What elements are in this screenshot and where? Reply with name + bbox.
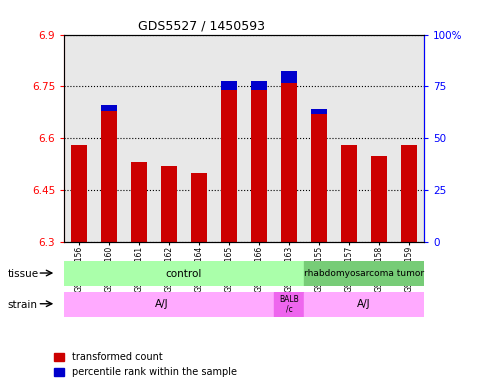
Text: control: control (166, 268, 202, 279)
Bar (221, 90, 237, 242)
Text: strain: strain (7, 300, 37, 310)
Text: tissue: tissue (7, 269, 38, 279)
Bar (101, 111, 117, 242)
FancyBboxPatch shape (274, 292, 304, 317)
Bar (191, 173, 207, 242)
Bar (341, 145, 357, 242)
Bar (401, 145, 417, 242)
Bar (311, 109, 327, 114)
Bar (251, 81, 267, 90)
Bar (71, 145, 87, 242)
Bar (161, 166, 177, 242)
FancyBboxPatch shape (304, 261, 424, 286)
FancyBboxPatch shape (64, 292, 274, 317)
Text: GDS5527 / 1450593: GDS5527 / 1450593 (138, 19, 265, 32)
Bar (371, 156, 387, 242)
FancyBboxPatch shape (64, 261, 304, 286)
Bar (251, 90, 267, 242)
Bar (311, 114, 327, 242)
FancyBboxPatch shape (304, 292, 424, 317)
Text: BALB
/c: BALB /c (279, 295, 299, 314)
Text: rhabdomyosarcoma tumor: rhabdomyosarcoma tumor (304, 269, 424, 278)
Bar (281, 71, 297, 83)
Bar (281, 83, 297, 242)
Text: A/J: A/J (357, 299, 371, 310)
Bar (221, 81, 237, 90)
Legend: transformed count, percentile rank within the sample: transformed count, percentile rank withi… (54, 353, 237, 377)
Bar (131, 162, 147, 242)
Text: A/J: A/J (155, 299, 169, 310)
Bar (101, 106, 117, 111)
